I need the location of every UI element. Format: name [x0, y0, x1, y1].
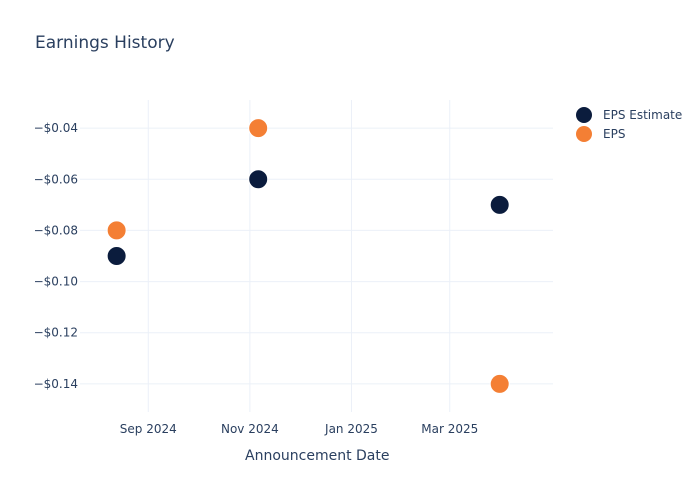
y-tick-label: −$0.10	[34, 275, 78, 289]
y-tick-label: −$0.04	[34, 121, 78, 135]
legend-marker-eps	[576, 125, 592, 142]
x-tick-label: Sep 2024	[120, 422, 177, 436]
eps-point	[106, 220, 127, 241]
legend-marker-eps-estimate	[576, 106, 592, 123]
x-tick-label: Nov 2024	[221, 422, 279, 436]
legend-label-eps: EPS	[603, 126, 626, 141]
eps-point	[489, 373, 510, 394]
x-tick-label: Jan 2025	[324, 422, 378, 436]
y-tick-label: −$0.06	[34, 172, 78, 186]
grid-layer	[80, 100, 553, 412]
eps-estimate-point	[489, 194, 510, 215]
legend-item-eps[interactable]: EPS	[575, 124, 695, 143]
legend-item-eps-estimate[interactable]: EPS Estimate	[575, 105, 695, 124]
eps-point	[248, 118, 269, 139]
y-tick-label: −$0.12	[34, 326, 78, 340]
legend: EPS Estimate EPS	[575, 105, 695, 143]
tick-label-layer: Sep 2024 Nov 2024 Jan 2025 Mar 2025 −$0.04 −$…	[34, 121, 479, 436]
x-tick-label: Mar 2025	[421, 422, 478, 436]
y-tick-label: −$0.08	[34, 223, 78, 237]
data-point-layer	[106, 118, 510, 394]
x-axis-title: Announcement Date	[245, 448, 390, 464]
eps-estimate-point	[248, 169, 269, 190]
y-tick-label: −$0.14	[34, 377, 78, 391]
eps-estimate-point	[106, 246, 127, 266]
chart-title: Earnings History	[35, 33, 175, 53]
legend-label-eps-estimate: EPS Estimate	[603, 107, 683, 122]
